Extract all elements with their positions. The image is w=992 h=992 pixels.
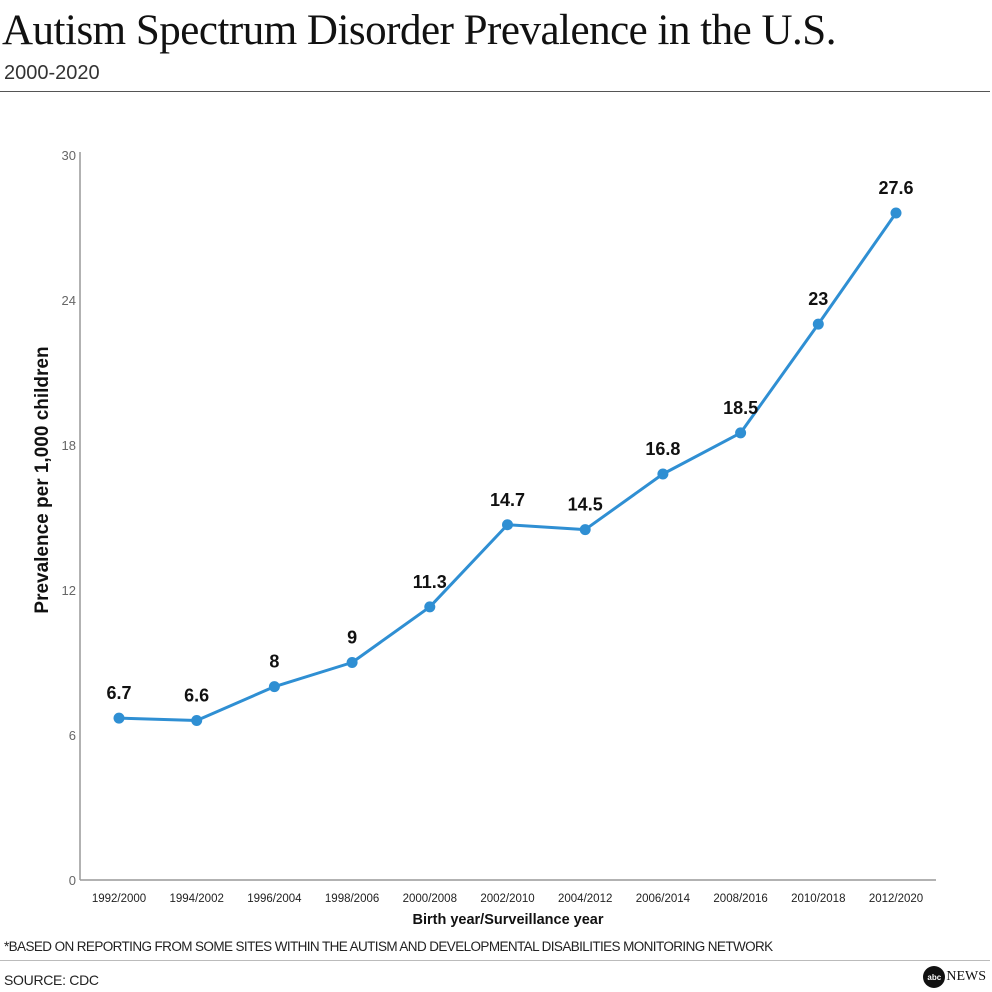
data-point [735,427,747,439]
data-point [579,524,591,536]
data-point [113,712,125,724]
x-tick-label: 1994/2002 [170,893,224,905]
data-point [657,468,669,480]
y-tick-label: 24 [62,293,76,308]
x-tick-label: 2004/2012 [558,893,612,905]
data-point [346,657,358,668]
y-axis-label: Prevalence per 1,000 children [32,346,53,613]
data-point [502,519,513,531]
x-tick-label: 2012/2020 [869,893,923,905]
chart-title: Autism Spectrum Disorder Prevalence in t… [2,7,836,54]
abc-news-logo: abc NEWS [923,966,986,988]
data-label: 8 [269,652,279,672]
data-label: 23 [808,289,828,309]
data-label: 16.8 [645,439,680,459]
y-tick-label: 30 [62,148,76,163]
data-label: 27.6 [878,178,913,198]
x-tick-label: 2010/2018 [791,893,845,905]
footer-divider [0,960,990,961]
data-label: 6.7 [106,683,131,703]
x-tick-label: 2008/2016 [713,893,767,905]
chart-subtitle: 2000-2020 [4,62,100,84]
data-point [268,681,280,693]
data-label: 9 [347,628,357,648]
footnote: *BASED ON REPORTING FROM SOME SITES WITH… [4,939,773,954]
header-divider [0,91,990,92]
data-label: 6.6 [184,686,209,706]
y-tick-label: 18 [62,438,76,453]
x-tick-label: 1992/2000 [92,893,146,905]
x-axis-label: Birth year/Surveillance year [412,912,603,928]
x-tick-label: 1998/2006 [325,893,379,905]
x-tick-label: 1996/2004 [247,893,302,905]
y-tick-label: 6 [69,728,76,743]
data-label: 18.5 [723,398,758,418]
source: SOURCE: CDC [4,972,99,988]
data-label: 11.3 [413,572,447,592]
data-point [424,601,436,613]
y-tick-label: 0 [69,873,76,888]
x-tick-label: 2002/2010 [480,893,534,905]
series-line [118,212,898,722]
x-tick-label: 2006/2014 [636,893,691,905]
x-tick-label: 2000/2008 [403,893,457,905]
data-point [191,715,203,726]
data-label: 14.5 [568,495,603,515]
data-point [812,318,824,330]
data-label: 14.7 [490,490,525,510]
data-point [890,207,902,219]
y-tick-label: 12 [62,583,76,598]
